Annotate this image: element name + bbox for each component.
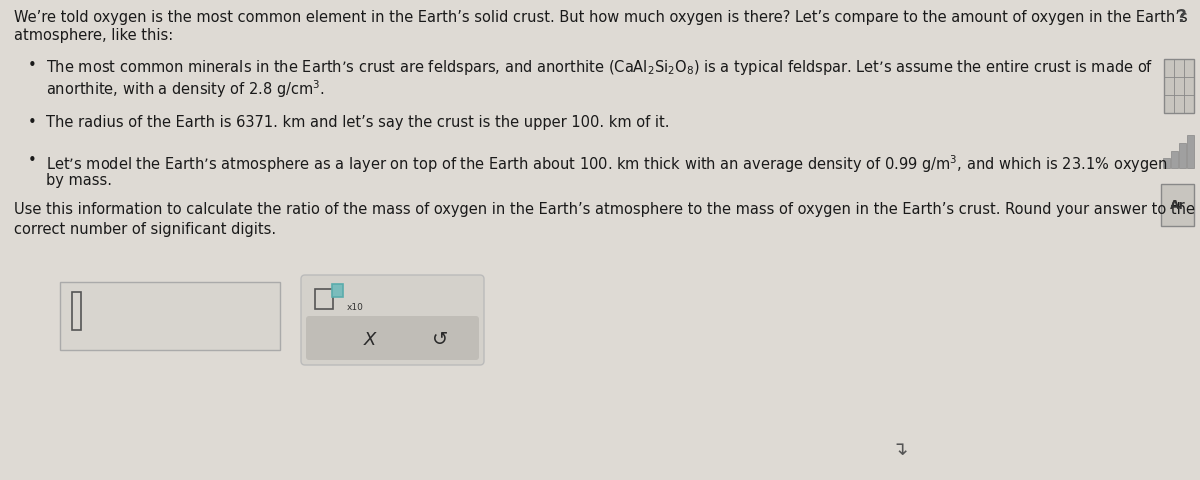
Text: X: X (364, 330, 376, 348)
Bar (1162, 185, 1194, 227)
Text: •: • (28, 115, 37, 130)
Text: We’re told oxygen is the most common element in the Earth’s solid crust. But how: We’re told oxygen is the most common ele… (14, 10, 1188, 25)
Text: Use this information to calculate the ratio of the mass of oxygen in the Earth’s: Use this information to calculate the ra… (14, 202, 1195, 216)
Text: •: • (28, 58, 37, 73)
Text: ↺: ↺ (432, 330, 448, 349)
Text: ?: ? (1177, 8, 1187, 26)
Bar (72, 292, 82, 330)
Bar (60, 282, 280, 350)
Text: The most common minerals in the Earth’s crust are feldspars, and anorthite $\lef: The most common minerals in the Earth’s … (46, 58, 1153, 77)
FancyBboxPatch shape (301, 276, 484, 365)
Text: The radius of the Earth is 6371. km and let’s say the crust is the upper 100. km: The radius of the Earth is 6371. km and … (46, 115, 670, 130)
Text: Let’s model the Earth’s atmosphere as a layer on top of the Earth about 100. km : Let’s model the Earth’s atmosphere as a … (46, 153, 1168, 174)
Bar (1178, 144, 1186, 168)
Text: correct number of significant digits.: correct number of significant digits. (14, 222, 276, 237)
Bar (1163, 159, 1170, 168)
Text: x10: x10 (347, 302, 364, 312)
Text: ↴: ↴ (892, 440, 908, 458)
Bar (314, 289, 334, 309)
Bar (1187, 136, 1194, 168)
Text: anorthite, with a density of 2.8 g/cm$^3$.: anorthite, with a density of 2.8 g/cm$^3… (46, 78, 325, 99)
FancyBboxPatch shape (306, 316, 479, 360)
Bar (1164, 60, 1194, 114)
Bar (332, 285, 343, 298)
Text: atmosphere, like this:: atmosphere, like this: (14, 28, 173, 43)
Text: by mass.: by mass. (46, 173, 112, 188)
Bar (1171, 152, 1178, 168)
Text: Ar: Ar (1170, 199, 1186, 212)
Text: •: • (28, 153, 37, 168)
